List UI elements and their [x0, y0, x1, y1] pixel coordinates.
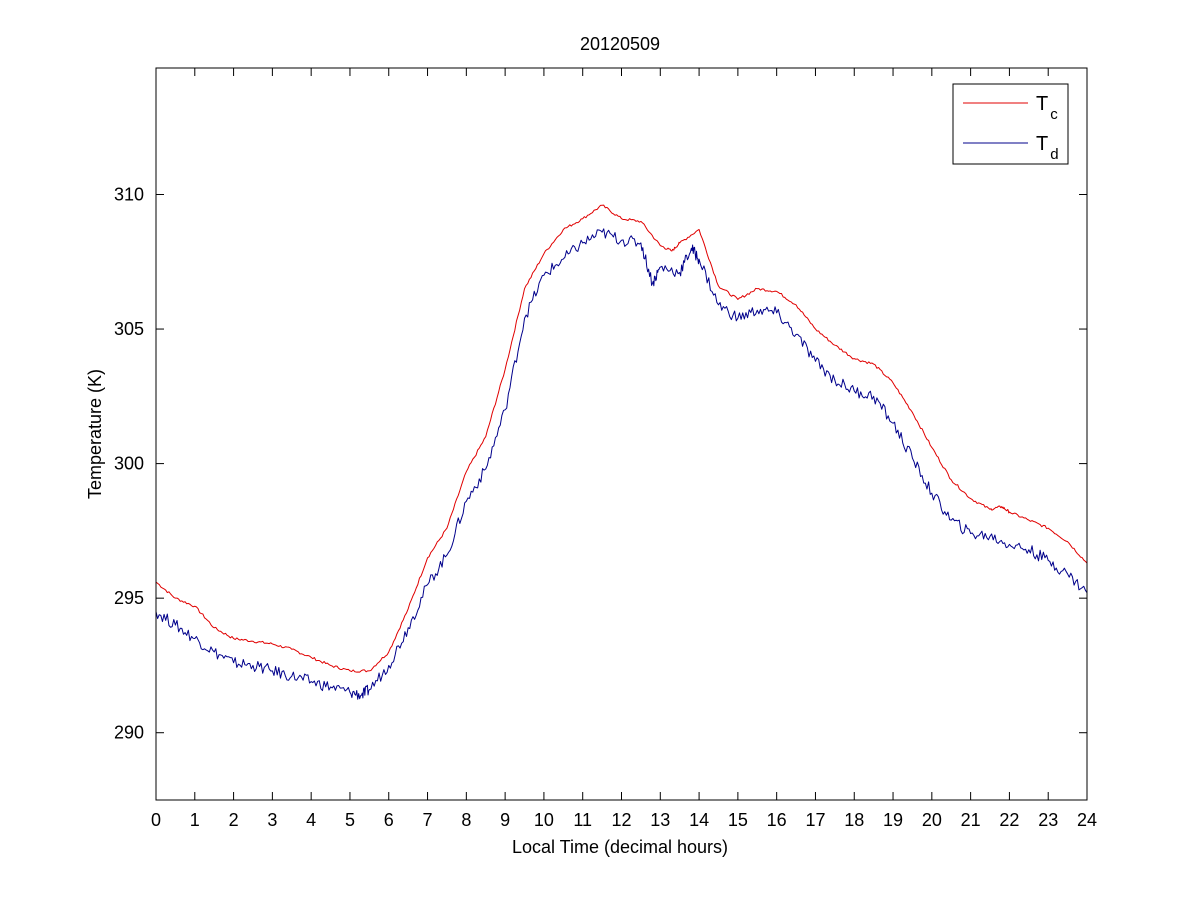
x-tick-label: 18	[844, 810, 864, 830]
y-tick-label: 305	[114, 319, 144, 339]
x-tick-label: 0	[151, 810, 161, 830]
x-tick-label: 16	[767, 810, 787, 830]
x-tick-label: 21	[961, 810, 981, 830]
x-tick-label: 10	[534, 810, 554, 830]
x-tick-label: 2	[229, 810, 239, 830]
x-tick-label: 8	[461, 810, 471, 830]
plot-area	[156, 68, 1087, 800]
x-tick-label: 17	[805, 810, 825, 830]
x-tick-label: 1	[190, 810, 200, 830]
x-tick-label: 6	[384, 810, 394, 830]
x-tick-label: 3	[267, 810, 277, 830]
y-tick-label: 290	[114, 723, 144, 743]
x-axis-label: Local Time (decimal hours)	[512, 837, 728, 857]
series-layer	[155, 204, 1088, 700]
x-tick-label: 15	[728, 810, 748, 830]
x-tick-label: 12	[611, 810, 631, 830]
x-tick-label: 24	[1077, 810, 1097, 830]
x-tick-label: 14	[689, 810, 709, 830]
x-tick-label: 22	[999, 810, 1019, 830]
x-axis-ticks: 0 1 2 3 4 5 6 7 8 9 10 11 12 13 14 15 16 17 18 19 20 21 22 23 24	[151, 68, 1097, 830]
legend-label-subscript: d	[1050, 146, 1058, 163]
x-tick-label: 11	[573, 810, 592, 830]
y-tick-label: 310	[114, 184, 144, 204]
y-tick-label: 295	[114, 588, 144, 608]
x-tick-label: 20	[922, 810, 942, 830]
legend-label-main: T	[1036, 133, 1048, 155]
legend-label-subscript: c	[1050, 106, 1058, 123]
x-tick-label: 5	[345, 810, 355, 830]
legend-box	[952, 83, 1069, 165]
legend-label-main: T	[1036, 93, 1048, 115]
x-tick-label: 9	[500, 810, 510, 830]
y-axis-label: Temperature (K)	[85, 369, 105, 499]
x-tick-label: 19	[883, 810, 903, 830]
y-axis-ticks: 290 295 300 305 310	[114, 184, 1087, 743]
x-tick-label: 13	[650, 810, 670, 830]
series-line-Td	[155, 228, 1088, 700]
x-tick-label: 23	[1038, 810, 1058, 830]
series-line-Tc	[155, 204, 1088, 673]
x-tick-label: 4	[306, 810, 316, 830]
y-tick-label: 300	[114, 454, 144, 474]
chart-title: 20120509	[580, 34, 660, 54]
x-tick-label: 7	[423, 810, 433, 830]
